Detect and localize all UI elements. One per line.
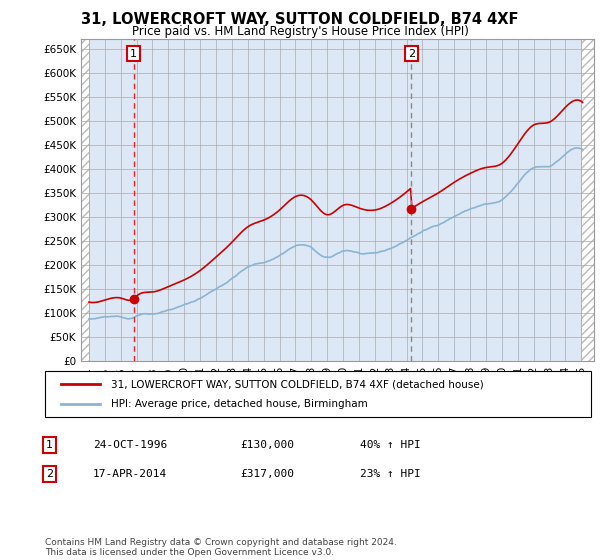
Text: 2: 2 xyxy=(46,469,53,479)
Text: 24-OCT-1996: 24-OCT-1996 xyxy=(93,440,167,450)
Text: 23% ↑ HPI: 23% ↑ HPI xyxy=(360,469,421,479)
Text: Contains HM Land Registry data © Crown copyright and database right 2024.
This d: Contains HM Land Registry data © Crown c… xyxy=(45,538,397,557)
Text: £317,000: £317,000 xyxy=(240,469,294,479)
Bar xyxy=(81,39,89,361)
Text: Price paid vs. HM Land Registry's House Price Index (HPI): Price paid vs. HM Land Registry's House … xyxy=(131,25,469,38)
Text: 31, LOWERCROFT WAY, SUTTON COLDFIELD, B74 4XF (detached house): 31, LOWERCROFT WAY, SUTTON COLDFIELD, B7… xyxy=(110,379,483,389)
Text: 40% ↑ HPI: 40% ↑ HPI xyxy=(360,440,421,450)
Bar xyxy=(581,39,594,361)
Text: £130,000: £130,000 xyxy=(240,440,294,450)
Text: 17-APR-2014: 17-APR-2014 xyxy=(93,469,167,479)
Text: HPI: Average price, detached house, Birmingham: HPI: Average price, detached house, Birm… xyxy=(110,399,367,409)
FancyBboxPatch shape xyxy=(45,371,591,417)
Text: 1: 1 xyxy=(46,440,53,450)
Bar xyxy=(81,39,89,361)
Text: 2: 2 xyxy=(408,49,415,59)
Bar xyxy=(581,39,594,361)
Text: 1: 1 xyxy=(130,49,137,59)
Text: 31, LOWERCROFT WAY, SUTTON COLDFIELD, B74 4XF: 31, LOWERCROFT WAY, SUTTON COLDFIELD, B7… xyxy=(81,12,519,27)
